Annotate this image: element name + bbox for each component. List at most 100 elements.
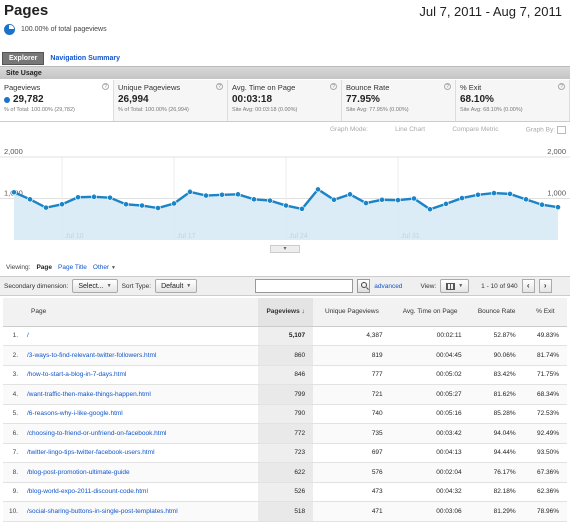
table-row[interactable]: 6./choosing-to-friend-or-unfriend-on-fac… [3, 423, 567, 444]
page-path-link[interactable]: /6-reasons-why-i-like-google.html [21, 404, 259, 424]
pageviews-cell: 723 [258, 443, 314, 463]
page-path-link[interactable]: /want-traffic-then-make-things-happen.ht… [21, 384, 259, 405]
data-point[interactable] [379, 196, 385, 203]
metric-bounce-rate[interactable]: ? Bounce Rate 77.95% Site Avg: 77.95% (0… [342, 80, 456, 121]
data-point[interactable] [139, 202, 145, 209]
row-number: 6. [3, 423, 21, 444]
next-page-button[interactable]: › [538, 279, 552, 293]
calendar-icon[interactable] [557, 126, 566, 134]
metric-unique-pageviews[interactable]: ? Unique Pageviews 26,994 % of Total: 10… [114, 80, 228, 121]
exit-cell: 92.49% [523, 423, 567, 444]
data-point[interactable] [443, 200, 449, 207]
table-row[interactable]: 2./3-ways-to-find-relevant-twitter-follo… [3, 345, 567, 366]
data-point[interactable] [123, 201, 129, 208]
data-point[interactable] [267, 197, 273, 204]
data-point[interactable] [395, 197, 401, 204]
data-point[interactable] [155, 205, 161, 211]
page-path-link[interactable]: / [21, 326, 259, 346]
viewing-option-other[interactable]: Other ▼ [93, 264, 116, 271]
data-point[interactable] [347, 191, 353, 198]
table-row[interactable]: 3./how-to-start-a-blog-in-7-days.html 846… [3, 365, 567, 385]
table-row[interactable]: 8./blog-post-promotion-ultimate-guide 622… [3, 462, 567, 483]
data-point[interactable] [411, 195, 417, 202]
page-path-link[interactable]: /choosing-to-friend-or-unfriend-on-faceb… [21, 423, 259, 444]
col-header-unique-pageviews[interactable]: Unique Pageviews [313, 298, 391, 327]
data-point[interactable] [331, 196, 337, 203]
tab-explorer[interactable]: Explorer [2, 51, 45, 65]
col-header-pageviews[interactable]: Pageviews ↓ [258, 298, 314, 327]
page-path-link[interactable]: /social-sharing-buttons-in-single-post-t… [21, 501, 259, 522]
help-icon[interactable]: ? [102, 83, 109, 90]
metric-pageviews[interactable]: ? Pageviews 29,782 % of Total: 100.00% (… [0, 80, 114, 121]
data-point[interactable] [363, 200, 369, 206]
data-point[interactable] [75, 194, 81, 201]
sort-type-select[interactable]: Default ▼ [155, 279, 198, 293]
metric-exit[interactable]: ? % Exit 68.10% Site Avg: 68.10% (0.00%) [456, 80, 570, 121]
help-icon[interactable]: ? [558, 83, 565, 90]
site-usage-bar[interactable]: Site Usage [0, 66, 570, 79]
data-point[interactable] [203, 192, 209, 199]
data-point[interactable] [43, 204, 49, 211]
help-icon[interactable]: ? [216, 83, 223, 90]
data-point[interactable] [107, 194, 113, 201]
data-point[interactable] [187, 188, 193, 195]
col-header-bounce-rate[interactable]: Bounce Rate [469, 298, 524, 327]
col-header-exit[interactable]: % Exit [523, 298, 567, 327]
data-point[interactable] [539, 201, 545, 208]
col-header-avg-time[interactable]: Avg. Time on Page [390, 298, 470, 327]
prev-page-button[interactable]: ‹ [521, 279, 535, 293]
table-row[interactable]: 4./want-traffic-then-make-things-happen.… [3, 384, 567, 405]
table-row[interactable]: 1./5,107 4,387 00:02:11 52.87% 49.83% [3, 326, 567, 346]
data-point[interactable] [315, 186, 321, 193]
table-row[interactable]: 7./twitter-lingo-tips-twitter-facebook-u… [3, 443, 567, 463]
viewing-option-page-title[interactable]: Page Title [58, 264, 87, 271]
graph-by-control[interactable]: Graph By: [526, 126, 566, 134]
table-search-input[interactable] [255, 279, 354, 293]
metric-value: 77.95% [346, 94, 380, 105]
data-point[interactable] [283, 202, 289, 209]
data-point[interactable] [235, 191, 241, 198]
page-path-link[interactable]: /3-ways-to-find-relevant-twitter-followe… [21, 345, 259, 366]
view-type-select[interactable]: ▼ [440, 279, 470, 293]
table-row[interactable]: 10./social-sharing-buttons-in-single-pos… [3, 501, 567, 522]
data-point[interactable] [427, 206, 433, 213]
line-chart-option[interactable]: Line Chart [395, 126, 426, 133]
data-point[interactable] [491, 190, 497, 197]
data-point[interactable] [299, 205, 305, 212]
data-point[interactable] [523, 196, 529, 203]
page-path-link[interactable]: /twitter-lingo-tips-twitter-facebook-use… [21, 443, 259, 463]
page-path-link[interactable]: /blog-post-promotion-ultimate-guide [21, 462, 259, 483]
data-point[interactable] [251, 196, 257, 203]
data-point[interactable] [459, 195, 465, 201]
secondary-dimension-select[interactable]: Select... ▼ [72, 279, 118, 293]
page-path-link[interactable]: /blog-world-expo-2011-discount-code.html [21, 482, 259, 502]
page-path-link[interactable]: /how-to-start-a-blog-in-7-days.html [21, 365, 259, 385]
data-point[interactable] [91, 193, 97, 200]
date-range-picker[interactable]: Jul 7, 2011 - Aug 7, 2011 [419, 4, 562, 19]
collapse-chart-handle[interactable]: ▾ [270, 245, 300, 253]
chevron-down-icon: ▼ [111, 265, 116, 271]
pageviews-cell: 518 [258, 501, 314, 522]
bounce-rate-cell: 83.42% [469, 365, 524, 385]
series-dot-icon [4, 96, 10, 103]
help-icon[interactable]: ? [444, 83, 451, 90]
col-header-page[interactable]: Page [3, 298, 259, 327]
data-point[interactable] [555, 204, 561, 211]
table-row[interactable]: 9./blog-world-expo-2011-discount-code.ht… [3, 482, 567, 502]
viewing-option-page[interactable]: Page [36, 264, 52, 271]
data-point[interactable] [475, 191, 481, 198]
data-point[interactable] [27, 196, 33, 203]
advanced-filter-link[interactable]: advanced [374, 282, 403, 290]
compare-metric-option[interactable]: Compare Metric [452, 126, 499, 133]
help-icon[interactable]: ? [330, 83, 337, 90]
data-point[interactable] [11, 189, 17, 196]
data-point[interactable] [171, 200, 177, 207]
table-row[interactable]: 5./6-reasons-why-i-like-google.html 790 74… [3, 404, 567, 424]
data-point[interactable] [59, 201, 65, 208]
data-point[interactable] [507, 191, 513, 197]
data-point[interactable] [219, 191, 225, 198]
metric-label: % Exit [460, 83, 482, 92]
tab-navigation-summary[interactable]: Navigation Summary [50, 54, 121, 62]
metric-avg-time-on-page[interactable]: ? Avg. Time on Page 00:03:18 Site Avg: 0… [228, 80, 342, 121]
search-icon[interactable] [357, 279, 371, 293]
